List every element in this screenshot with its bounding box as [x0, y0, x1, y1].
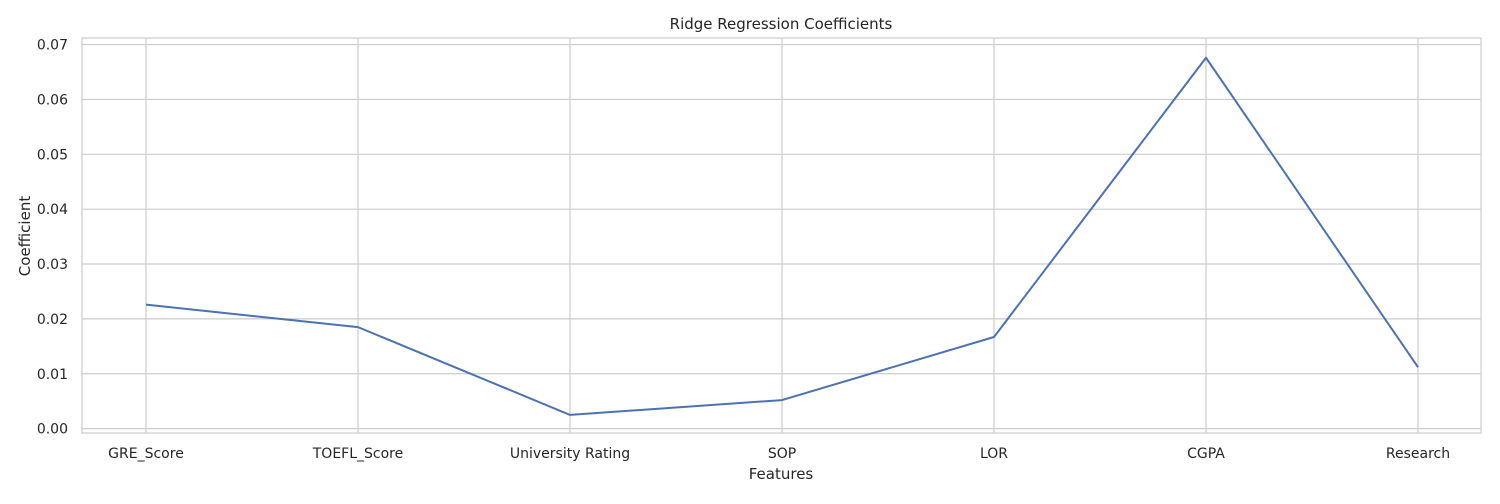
y-tick-label: 0.03 [37, 257, 68, 273]
x-tick-label: Research [1386, 446, 1450, 462]
x-tick-label: University Rating [510, 446, 630, 462]
y-tick-label: 0.01 [37, 367, 68, 383]
x-tick-label: CGPA [1187, 446, 1225, 462]
grid-layer [82, 38, 1481, 433]
y-tick-labels: 0.00 0.01 0.02 0.03 0.04 0.05 0.06 0.07 [37, 38, 68, 438]
x-tick-label: LOR [980, 446, 1008, 462]
x-axis-label: Features [749, 465, 814, 483]
x-tick-label: SOP [768, 446, 796, 462]
y-tick-label: 0.05 [37, 147, 68, 163]
y-tick-label: 0.07 [37, 38, 68, 54]
y-tick-label: 0.06 [37, 92, 68, 108]
x-tick-label: GRE_Score [108, 446, 184, 462]
x-tick-label: TOEFL_Score [312, 446, 403, 462]
y-tick-label: 0.00 [37, 422, 68, 438]
y-tick-label: 0.02 [37, 312, 68, 328]
y-axis-label: Coefficient [16, 196, 34, 277]
chart-title: Ridge Regression Coefficients [670, 15, 893, 33]
x-tick-labels: GRE_Score TOEFL_Score University Rating SOP… [108, 446, 1450, 462]
y-tick-label: 0.04 [37, 202, 68, 218]
